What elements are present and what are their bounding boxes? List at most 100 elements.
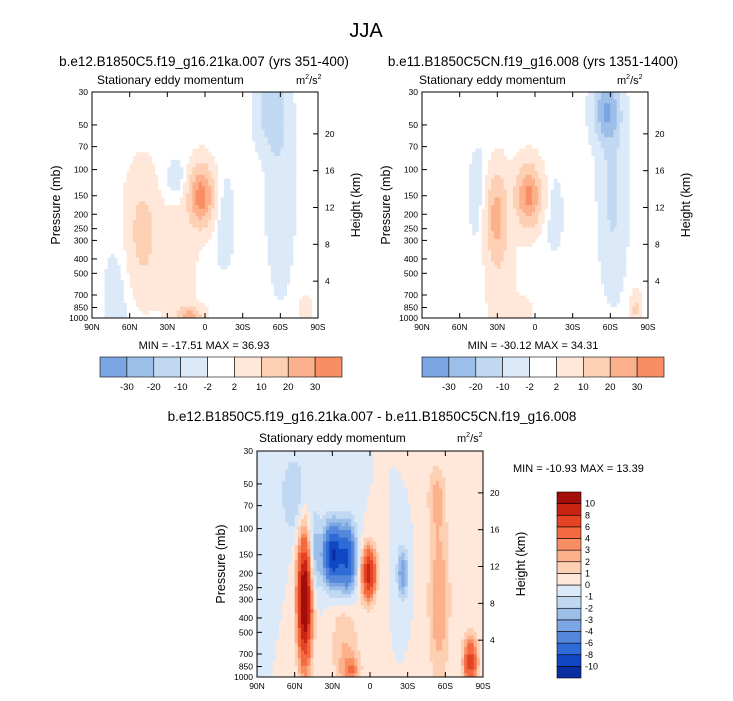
contour-cell: [388, 496, 393, 501]
contour-cell: [613, 110, 618, 115]
contour-cell: [522, 174, 526, 180]
contour-cell: [289, 103, 294, 108]
contour-cell: [513, 189, 517, 195]
contour-cell: [274, 242, 278, 247]
contour-cell: [201, 156, 206, 161]
contour-cell: [270, 216, 275, 221]
contour-cell: [205, 306, 209, 311]
contour-cell: [497, 284, 501, 289]
contour-cell: [186, 265, 190, 270]
contour-cell: [280, 284, 284, 289]
contour-cell: [272, 477, 277, 482]
contour-cell: [198, 235, 203, 240]
contour-cell: [173, 167, 178, 172]
contour-cell: [179, 174, 184, 180]
contour-cell: [531, 156, 536, 161]
contour-cell: [201, 178, 206, 183]
contour-cell: [110, 253, 115, 259]
contour-cell: [132, 174, 137, 180]
contour-cell: [613, 269, 618, 274]
contour-cell: [429, 507, 434, 512]
contour-cell: [267, 167, 272, 172]
contour-cell: [205, 216, 209, 221]
contour-cell: [198, 201, 203, 206]
contour-cell: [464, 492, 468, 497]
contour-cell: [179, 314, 184, 319]
contour-cell: [363, 488, 368, 493]
contour-cell: [261, 107, 266, 112]
contour-cell: [451, 462, 456, 467]
contour-cell: [195, 238, 200, 244]
contour-cell: [332, 507, 336, 512]
contour-cell: [503, 159, 508, 164]
contour-cell: [151, 193, 156, 198]
contour-cell: [619, 216, 624, 221]
contour-cell: [135, 212, 140, 217]
contour-cell: [267, 92, 272, 97]
contour-cell: [132, 189, 137, 195]
contour-cell: [607, 163, 611, 168]
contour-cell: [270, 269, 275, 274]
contour-cell: [280, 269, 284, 274]
contour-cell: [167, 291, 171, 296]
contour-cell: [161, 216, 165, 221]
contour-cell: [205, 193, 209, 198]
contour-cell: [292, 140, 297, 146]
contour-cell: [481, 220, 486, 225]
contour-cell: [319, 484, 324, 490]
contour-cell: [285, 469, 289, 474]
contour-cell: [528, 144, 533, 149]
contour-cell: [148, 295, 153, 300]
contour-cell: [316, 462, 321, 467]
contour-cell: [258, 129, 262, 134]
contour-cell: [629, 306, 633, 311]
contour-cell: [274, 223, 278, 228]
contour-cell: [519, 159, 523, 164]
contour-cell: [464, 488, 468, 493]
contour-cell: [198, 302, 203, 308]
contour-cell: [544, 182, 548, 187]
contour-cell: [513, 182, 517, 187]
contour-cell: [376, 522, 380, 527]
contour-cell: [176, 178, 181, 183]
contour-cell: [600, 253, 605, 259]
contour-cell: [139, 265, 143, 270]
contour-cell: [274, 186, 278, 191]
contour-cell: [154, 265, 159, 270]
contour-cell: [270, 265, 275, 270]
contour-cell: [179, 205, 184, 210]
contour-cell: [457, 496, 462, 501]
contour-cell: [278, 526, 283, 531]
contour-cell: [277, 197, 281, 202]
contour-cell: [135, 284, 140, 289]
contour-cell: [503, 156, 508, 161]
contour-cell: [457, 458, 462, 463]
contour-cell: [299, 314, 303, 319]
contour-cell: [435, 451, 440, 456]
y-tick-label: 70: [409, 142, 419, 152]
contour-cell: [600, 92, 605, 97]
contour-cell: [280, 152, 284, 157]
contour-cell: [472, 201, 476, 206]
contour-cell: [154, 193, 159, 198]
contour-cell: [626, 129, 630, 134]
contour-cell: [230, 193, 234, 198]
contour-cell: [277, 189, 281, 195]
contour-cell: [201, 242, 206, 247]
contour-cell: [132, 208, 137, 213]
contour-cell: [270, 95, 275, 100]
contour-cell: [348, 481, 352, 486]
contour-cell: [307, 518, 311, 523]
contour-cell: [263, 515, 267, 520]
contour-cell: [123, 208, 127, 213]
contour-cell: [195, 310, 200, 315]
contour-cell: [429, 522, 434, 527]
contour-cell: [264, 223, 269, 228]
colorbar-swatch: [287, 356, 316, 378]
contour-cell: [616, 103, 621, 108]
contour-cell: [610, 129, 614, 134]
contour-cell: [395, 511, 399, 516]
contour-cell: [610, 163, 614, 168]
contour-cell: [286, 186, 291, 191]
contour-cell: [117, 280, 121, 285]
